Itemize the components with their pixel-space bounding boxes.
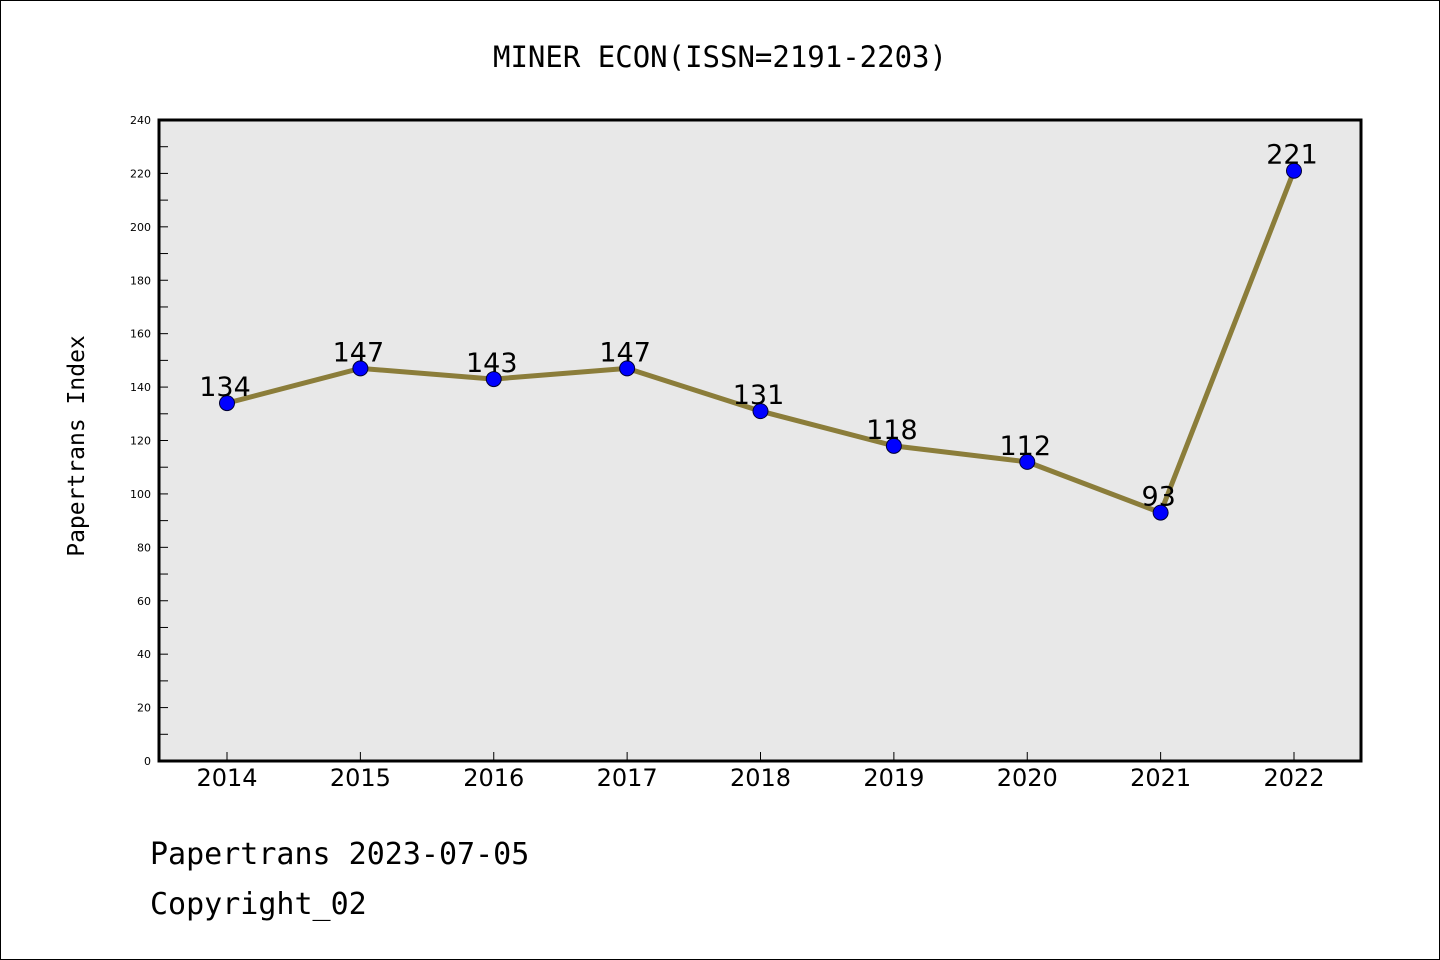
data-point bbox=[485, 371, 502, 388]
y-tick-label: 40 bbox=[137, 648, 151, 661]
y-axis-label: Papertrans Index bbox=[64, 335, 90, 557]
y-tick-label: 160 bbox=[130, 328, 151, 341]
data-label: 134 bbox=[199, 372, 251, 403]
y-tick-label: 60 bbox=[137, 595, 151, 608]
data-labels: 134 147 143 147 131 118 112 93 221 bbox=[199, 140, 1318, 513]
data-point bbox=[619, 360, 636, 377]
x-tick-label: 2015 bbox=[330, 764, 391, 792]
y-axis: 0 20 40 60 80 100 120 140 160 180 200 220 240 bbox=[130, 114, 168, 768]
y-tick-label: 80 bbox=[137, 541, 151, 554]
data-label: 221 bbox=[1266, 140, 1318, 171]
y-tick-label: 220 bbox=[130, 167, 151, 180]
x-tick-label: 2021 bbox=[1130, 764, 1191, 792]
data-label: 147 bbox=[599, 337, 651, 368]
data-label: 131 bbox=[733, 380, 785, 411]
x-tick-label: 2014 bbox=[196, 764, 257, 792]
x-tick-label: 2019 bbox=[863, 764, 924, 792]
data-point bbox=[352, 360, 369, 377]
data-label: 118 bbox=[866, 415, 918, 446]
y-tick-label: 240 bbox=[130, 114, 151, 127]
data-point bbox=[752, 403, 769, 420]
y-tick-label: 120 bbox=[130, 435, 151, 448]
data-point bbox=[1152, 504, 1169, 521]
x-tick-label: 2017 bbox=[597, 764, 658, 792]
data-label: 112 bbox=[999, 431, 1051, 462]
x-axis: 2014 2015 2016 2017 2018 2019 2020 2021 2022 bbox=[196, 752, 1325, 792]
data-point bbox=[885, 437, 902, 454]
data-point bbox=[1019, 453, 1036, 470]
y-tick-label: 0 bbox=[144, 755, 151, 768]
y-tick-label: 20 bbox=[137, 702, 151, 715]
data-point bbox=[1286, 162, 1302, 179]
series-line bbox=[219, 162, 1302, 521]
plot-area bbox=[157, 118, 1363, 763]
y-tick-label: 140 bbox=[130, 381, 151, 394]
footer-date: Papertrans 2023-07-05 bbox=[150, 837, 529, 872]
footer-copyright: Copyright_02 bbox=[150, 887, 367, 922]
chart-title: MINER ECON(ISSN=2191-2203) bbox=[493, 40, 947, 74]
x-tick-label: 2020 bbox=[997, 764, 1058, 792]
y-tick-label: 100 bbox=[130, 488, 151, 501]
y-tick-label: 200 bbox=[130, 221, 151, 234]
data-label: 93 bbox=[1141, 482, 1175, 513]
x-tick-label: 2016 bbox=[463, 764, 524, 792]
x-tick-label: 2022 bbox=[1263, 764, 1324, 792]
data-label: 143 bbox=[466, 348, 518, 379]
data-point bbox=[219, 395, 235, 412]
x-tick-label: 2018 bbox=[730, 764, 791, 792]
data-label: 147 bbox=[333, 337, 385, 368]
y-tick-label: 180 bbox=[130, 274, 151, 287]
